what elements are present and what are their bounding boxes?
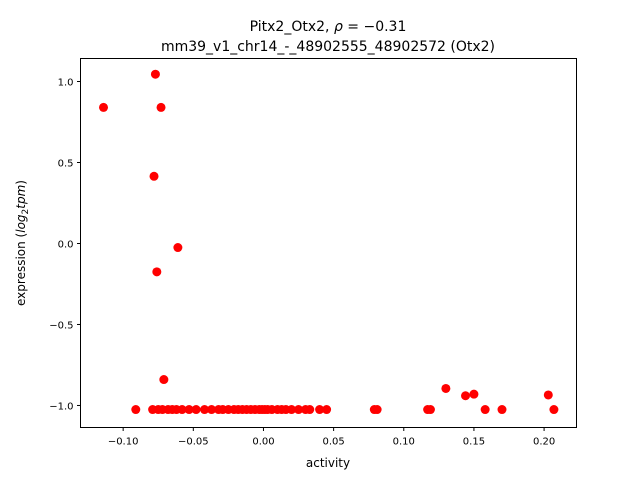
data-point — [469, 389, 479, 399]
data-point — [156, 102, 166, 112]
data-point — [200, 405, 210, 415]
x-axis-ticks: −0.10 −0.05 0.00 0.05 0.10 0.15 0.20 — [108, 427, 555, 448]
plot-frame — [80, 58, 577, 428]
x-axis-label: activity — [306, 456, 350, 470]
data-point — [497, 405, 507, 415]
chart-title-line1: Pitx2_Otx2, ρ = −0.31 — [250, 19, 407, 35]
data-point — [441, 383, 451, 393]
data-point — [150, 69, 160, 79]
data-point — [543, 390, 553, 400]
y-tick-label: −0.5 — [49, 320, 73, 331]
data-point — [305, 405, 315, 415]
data-point — [372, 405, 382, 415]
data-point — [131, 405, 141, 415]
x-tick-label: −0.10 — [108, 437, 139, 448]
data-point — [207, 405, 217, 415]
data-point — [152, 267, 162, 277]
data-point — [99, 102, 109, 112]
x-tick-label: 0.15 — [463, 437, 485, 448]
x-tick-label: 0.20 — [533, 437, 555, 448]
data-point — [149, 171, 159, 181]
y-axis-ticks: 1.0 0.5 0.0 −0.5 −1.0 — [49, 78, 81, 412]
data-point — [315, 405, 325, 415]
y-tick-label: 0.0 — [58, 239, 74, 250]
data-point — [177, 405, 187, 415]
chart-title-line2: mm39_v1_chr14_-_48902555_48902572 (Otx2) — [161, 39, 495, 55]
x-tick-label: −0.05 — [178, 437, 209, 448]
x-tick-label: 0.10 — [393, 437, 415, 448]
data-point — [425, 405, 435, 415]
data-point — [322, 405, 332, 415]
data-point — [461, 391, 471, 401]
y-axis-label: expression (log2tpm) — [14, 180, 31, 306]
x-tick-label: 0.05 — [322, 437, 344, 448]
data-points — [99, 69, 559, 415]
data-point — [287, 405, 297, 415]
y-tick-label: 1.0 — [58, 78, 74, 89]
data-point — [480, 405, 490, 415]
y-tick-label: 0.5 — [58, 158, 74, 169]
data-point — [159, 375, 169, 385]
data-point — [191, 405, 201, 415]
y-tick-label: −1.0 — [49, 401, 73, 412]
data-point — [173, 243, 183, 253]
data-point — [184, 405, 194, 415]
x-tick-label: 0.00 — [252, 437, 274, 448]
data-point — [549, 405, 559, 415]
data-point — [294, 405, 304, 415]
